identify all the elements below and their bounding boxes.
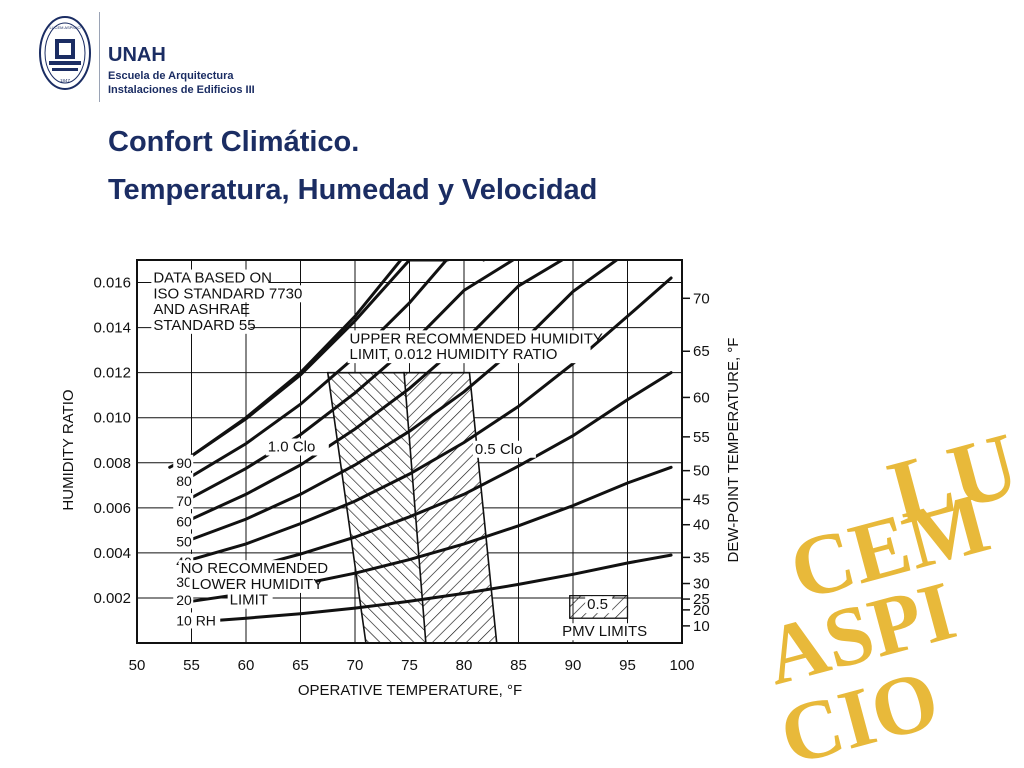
x-tick-label: 85 bbox=[510, 657, 527, 674]
rh-label: 50 bbox=[176, 534, 192, 550]
slide-header: LUCEM ASPICIO 1847 UNAH Escuela de Arqui… bbox=[0, 0, 1024, 110]
chart-annotation: NO RECOMMENDED bbox=[181, 560, 329, 577]
chart-annotation: PMV LIMITS bbox=[562, 623, 647, 640]
y2-tick-label: 65 bbox=[693, 343, 710, 360]
axis-ticks: 50 55 60 65 70 75 80 85 90 95 100 0.002 0.004 0.006 0.… bbox=[93, 275, 709, 674]
x-tick-label: 65 bbox=[292, 657, 309, 674]
x-tick-label: 80 bbox=[456, 657, 473, 674]
annotation-bg bbox=[227, 591, 273, 609]
y2-tick-label: 30 bbox=[693, 576, 710, 593]
chart-annotation: UPPER RECOMMENDED HUMIDITY bbox=[350, 330, 603, 347]
comfort-chart: 50 55 60 65 70 75 80 85 90 95 100 0.002 0.004 0.006 0.… bbox=[60, 259, 742, 699]
course-name: Instalaciones de Edificios III bbox=[108, 84, 255, 96]
rh-curve-40 bbox=[190, 276, 673, 562]
rh-label: 70 bbox=[176, 493, 192, 509]
y2-tick-label: 50 bbox=[693, 463, 710, 480]
x-tick-label: 70 bbox=[347, 657, 364, 674]
org-name: UNAH bbox=[108, 44, 166, 66]
slide-title: Confort Climático. bbox=[108, 126, 360, 158]
chart-annotation: STANDARD 55 bbox=[153, 317, 255, 334]
x-tick-label: 100 bbox=[669, 657, 694, 674]
y-tick-label: 0.004 bbox=[93, 545, 131, 562]
y2-tick-label: 70 bbox=[693, 290, 710, 307]
rh-label-bg bbox=[173, 533, 194, 550]
annotation-bg bbox=[151, 269, 269, 287]
rh-curve-60 bbox=[190, 260, 564, 521]
annotation-bg bbox=[347, 346, 591, 364]
y2-axis-label: DEW-POINT TEMPERATURE, °F bbox=[725, 338, 742, 563]
comfort-zone-clo-05 bbox=[403, 371, 498, 643]
rh-label-bg bbox=[173, 592, 194, 609]
slide-subtitle: Temperatura, Humedad y Velocidad bbox=[108, 174, 598, 206]
annotation-bg bbox=[151, 301, 242, 319]
annotation-bg bbox=[347, 330, 582, 348]
seal-motto: LUCEM ASPICIO bbox=[49, 25, 80, 30]
unah-seal-icon: LUCEM ASPICIO 1847 bbox=[39, 16, 91, 90]
rh-label: 20 bbox=[176, 592, 192, 608]
annotation-bg bbox=[585, 596, 613, 614]
rh-label: 30 bbox=[176, 574, 192, 590]
y-tick-label: 0.002 bbox=[93, 590, 131, 607]
annotation-bg bbox=[151, 285, 305, 303]
chart-annotation: 0.5 Clo bbox=[475, 441, 523, 458]
chart-annotation: ISO STANDARD 7730 bbox=[153, 285, 302, 302]
y-tick-label: 0.010 bbox=[93, 410, 131, 427]
comfort-zones bbox=[326, 371, 498, 643]
y-tick-label: 0.008 bbox=[93, 455, 131, 472]
rh-label-bg bbox=[173, 493, 194, 510]
rh-curve-10 bbox=[190, 553, 673, 624]
rh-curve-70 bbox=[190, 260, 515, 500]
chart-annotation: 0.5 bbox=[587, 596, 608, 613]
annotation-bg bbox=[265, 438, 329, 456]
plot-frame bbox=[136, 259, 683, 644]
annotation-bg bbox=[560, 623, 651, 641]
chart-annotation: LIMIT, 0.012 HUMIDITY RATIO bbox=[350, 346, 558, 363]
rh-label-bg bbox=[173, 574, 194, 591]
x-tick-label: 75 bbox=[401, 657, 418, 674]
header-divider bbox=[99, 12, 100, 102]
y-tick-label: 0.014 bbox=[93, 320, 131, 337]
y2-tick-label: 20 bbox=[693, 602, 710, 619]
x-tick-label: 60 bbox=[238, 657, 255, 674]
annotation-bg bbox=[472, 440, 536, 458]
y2-tick-label: 25 bbox=[693, 591, 710, 608]
rh-label: 80 bbox=[176, 473, 192, 489]
y2-tick-label: 40 bbox=[693, 517, 710, 534]
seal-year: 1847 bbox=[60, 78, 71, 83]
y-tick-label: 0.016 bbox=[93, 275, 131, 292]
y-axis-label: HUMIDITY RATIO bbox=[60, 389, 77, 510]
y2-tick-label: 10 bbox=[693, 618, 710, 635]
x-tick-label: 50 bbox=[129, 657, 146, 674]
annotation-bg bbox=[151, 316, 251, 334]
y2-tick-label: 35 bbox=[693, 549, 710, 566]
chart-annotation: LOWER HUMIDITY bbox=[192, 576, 324, 593]
rh-label-bg bbox=[173, 454, 194, 471]
x-tick-label: 95 bbox=[619, 657, 636, 674]
rh-label-bg bbox=[173, 612, 221, 629]
rh-label: 90 bbox=[176, 455, 192, 471]
school-name: Escuela de Arquitectura bbox=[108, 70, 234, 82]
chart-annotation: AND ASHRAE bbox=[153, 301, 250, 318]
y-tick-label: 0.006 bbox=[93, 500, 131, 517]
rh-label-bg bbox=[173, 472, 194, 489]
annotation-bg bbox=[178, 560, 305, 578]
y2-tick-label: 60 bbox=[693, 389, 710, 406]
rh-label-bg bbox=[173, 513, 194, 530]
x-tick-label: 90 bbox=[565, 657, 582, 674]
rh-curve-50 bbox=[190, 260, 619, 541]
y2-tick-label: 45 bbox=[693, 491, 710, 508]
x-axis-label: OPERATIVE TEMPERATURE, °F bbox=[298, 682, 522, 699]
chart-annotation: DATA BASED ON bbox=[153, 270, 272, 287]
y2-tick-label: 55 bbox=[693, 429, 710, 446]
x-tick-label: 55 bbox=[183, 657, 200, 674]
chart-annotation: 1.0 Clo bbox=[268, 439, 316, 456]
rh-label: 60 bbox=[176, 513, 192, 529]
y-tick-label: 0.012 bbox=[93, 365, 131, 382]
rh-label: 10 RH bbox=[176, 612, 216, 628]
annotation-bg bbox=[189, 575, 316, 593]
chart-annotation: LIMIT bbox=[230, 592, 268, 609]
